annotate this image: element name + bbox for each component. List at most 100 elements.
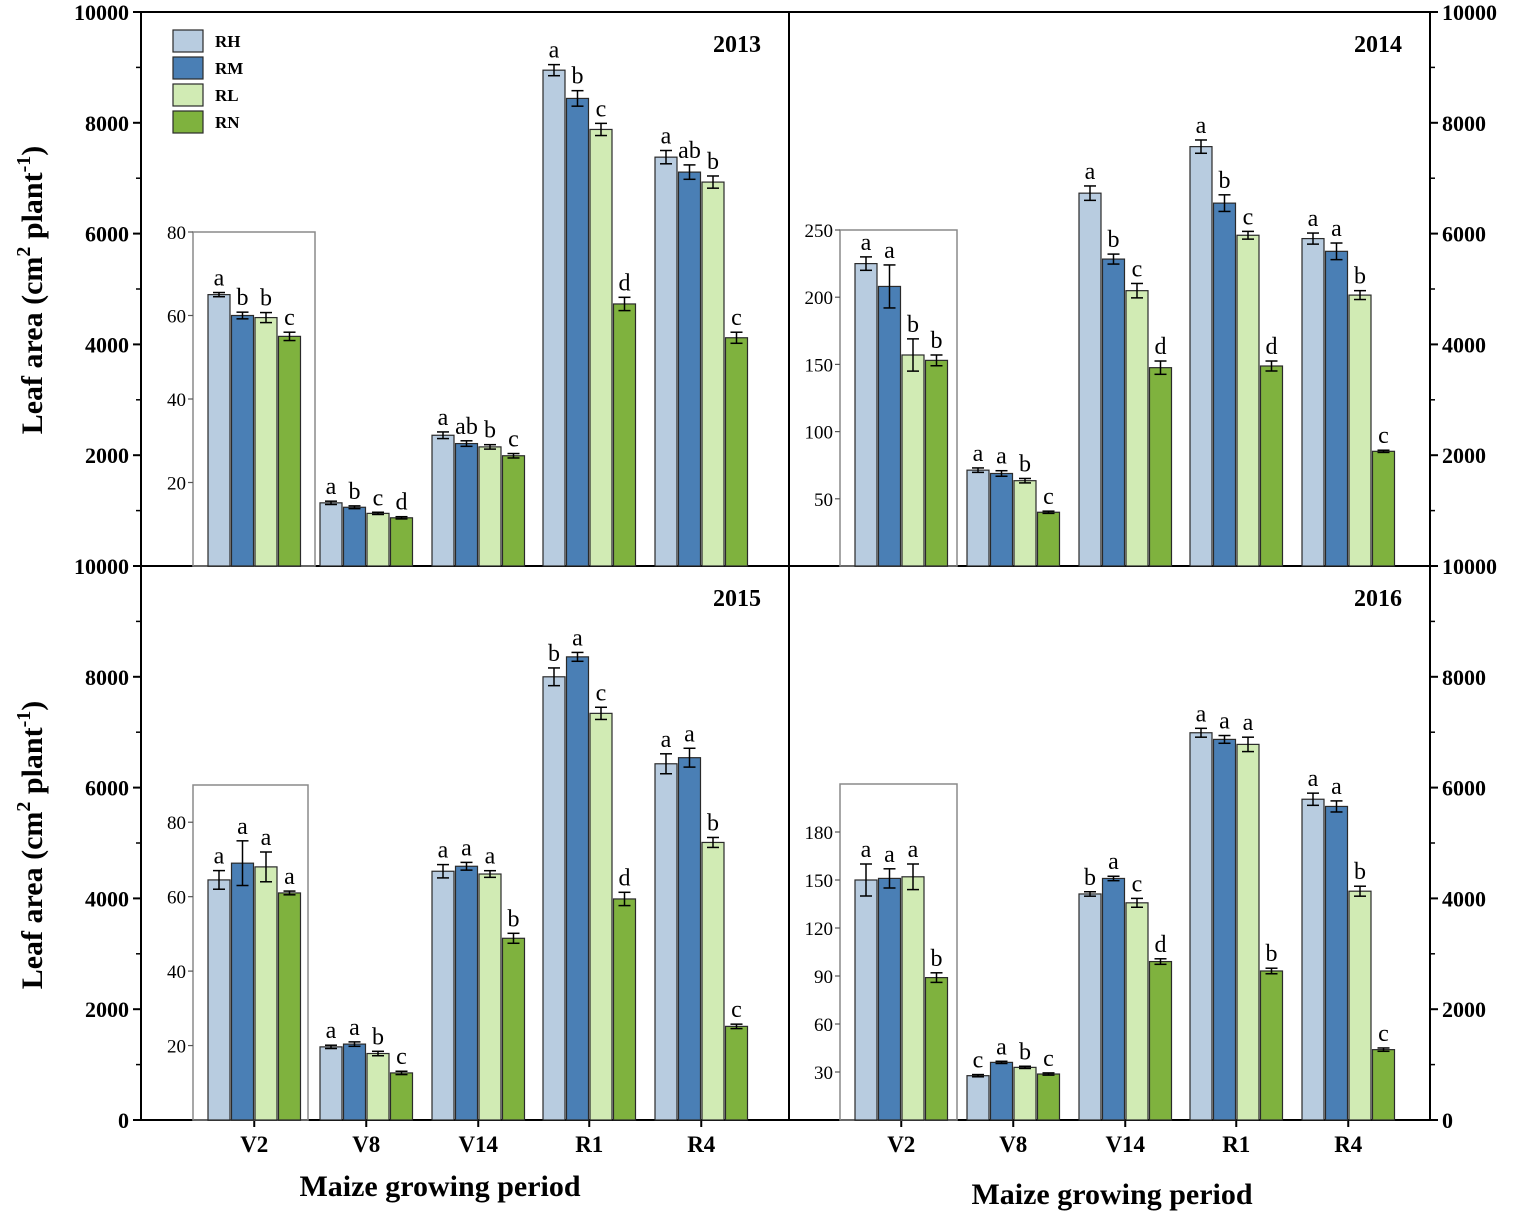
bar-RL-2013-R4	[701, 181, 725, 567]
significance-letter: c	[284, 305, 295, 331]
y-tick-label-left: 0	[118, 1108, 129, 1133]
bar-RM-2013-V2	[230, 314, 255, 567]
bar-RN-2013-V14	[501, 455, 526, 567]
significance-letter: a	[1196, 113, 1207, 139]
bar-RN-2014-R1	[1259, 365, 1284, 567]
significance-letter: b	[260, 286, 272, 312]
bar-RH-2013-R1	[542, 69, 566, 567]
bar-RL-2015-V2	[254, 866, 278, 1121]
significance-letter: b	[1354, 264, 1366, 290]
bar-RM-2015-V14	[454, 865, 479, 1121]
significance-letter: d	[619, 865, 631, 891]
y-tick-label-right: 10000	[1442, 554, 1497, 579]
significance-letter: c	[1132, 871, 1143, 897]
significance-letter: b	[1019, 451, 1031, 477]
significance-letter: c	[508, 427, 519, 453]
bar-RH-2013-V14	[431, 434, 455, 567]
significance-letter: ab	[455, 414, 478, 440]
legend-label-RH: RH	[215, 32, 241, 51]
bar-RN-2015-R1	[612, 898, 637, 1121]
significance-letter: b	[508, 906, 520, 932]
significance-letter: b	[572, 64, 584, 90]
significance-letter: c	[1243, 204, 1254, 230]
bar-RL-2014-V14	[1125, 290, 1149, 567]
panel-year-label: 2014	[1354, 32, 1402, 58]
y-tick-label-right: 10000	[1442, 0, 1497, 25]
significance-letter: a	[908, 837, 919, 863]
bar-RM-2016-R4	[1324, 805, 1349, 1121]
y-tick-label-left: 10000	[74, 554, 129, 579]
bar-RL-2016-R4	[1348, 890, 1372, 1121]
significance-letter: a	[214, 266, 225, 292]
bar-RN-2015-R4	[724, 1025, 749, 1121]
significance-letter: c	[1378, 1021, 1389, 1047]
y-tick-label-left: 10000	[74, 0, 129, 25]
y-axis-title-superscript: 2	[13, 802, 35, 812]
y-tick-label-left: 2000	[85, 443, 129, 468]
x-category-label-V14: V14	[1105, 1132, 1145, 1157]
significance-letter: a	[438, 838, 449, 864]
bar-RH-2014-R1	[1189, 146, 1213, 567]
significance-letter: c	[373, 485, 384, 511]
bar-RM-2015-R4	[677, 757, 702, 1121]
significance-letter: c	[1043, 484, 1054, 510]
y-axis-title-superscript: -1	[13, 711, 35, 728]
x-category-label-V14: V14	[458, 1132, 498, 1157]
x-axis-title-right: Maize growing period	[971, 1178, 1252, 1211]
significance-letter: b	[1019, 1039, 1031, 1065]
significance-letter: d	[1155, 932, 1167, 958]
y-tick-label-right: 2000	[1442, 997, 1486, 1022]
x-category-label-V8: V8	[352, 1132, 380, 1157]
y-axis-title-part: Leaf area (cm	[16, 812, 49, 990]
bar-RM-2013-R4	[677, 171, 702, 567]
inset-tick-label: 180	[805, 823, 834, 844]
bar-RL-2015-R1	[589, 712, 613, 1121]
significance-letter: a	[1308, 206, 1319, 232]
significance-letter: a	[1108, 849, 1119, 875]
significance-letter: b	[1219, 168, 1231, 194]
inset-tick-label: 40	[167, 962, 186, 983]
bar-RM-2015-V2	[230, 862, 255, 1121]
bar-RL-2016-V14	[1125, 902, 1149, 1121]
y-axis-title-superscript: -1	[13, 156, 35, 173]
significance-letter: a	[461, 835, 472, 861]
significance-letter: a	[572, 625, 583, 651]
bar-RM-2014-R1	[1212, 202, 1237, 567]
y-tick-label-right: 0	[1442, 1108, 1453, 1133]
significance-letter: b	[931, 946, 943, 972]
bar-RM-2016-V8	[989, 1061, 1014, 1121]
significance-letter: b	[907, 312, 919, 338]
y-axis-title-part: )	[16, 146, 49, 156]
bar-RH-2014-V2	[854, 263, 878, 567]
significance-letter: a	[1331, 774, 1342, 800]
significance-letter: d	[619, 270, 631, 296]
significance-letter: c	[973, 1048, 984, 1074]
inset-tick-label: 60	[814, 1015, 833, 1036]
y-tick-label-left: 6000	[85, 222, 129, 247]
bar-RH-2015-V2	[207, 879, 231, 1121]
bar-RN-2016-R1	[1259, 970, 1284, 1121]
bar-RN-2016-V14	[1148, 960, 1173, 1121]
legend-label-RL: RL	[215, 86, 239, 105]
bar-RL-2014-V2	[901, 354, 925, 567]
significance-letter: c	[596, 96, 607, 122]
bar-RN-2015-V8	[389, 1072, 414, 1121]
y-tick-label-left: 6000	[85, 776, 129, 801]
significance-letter: a	[349, 1015, 360, 1041]
x-category-label-R4: R4	[687, 1132, 716, 1157]
significance-letter: d	[396, 490, 408, 516]
bar-RL-2013-V8	[366, 512, 390, 567]
significance-letter: a	[237, 814, 248, 840]
y-tick-label-left: 4000	[85, 886, 129, 911]
bar-RM-2015-V8	[342, 1043, 367, 1121]
bar-RM-2015-R1	[565, 656, 590, 1121]
bar-RH-2016-V8	[966, 1075, 990, 1121]
bar-RM-2013-V14	[454, 442, 479, 567]
x-category-label-V8: V8	[999, 1132, 1027, 1157]
significance-letter: a	[1085, 159, 1096, 185]
significance-letter: a	[261, 825, 272, 851]
significance-letter: a	[996, 1034, 1007, 1060]
y-tick-label-left: 4000	[85, 332, 129, 357]
inset-tick-label: 60	[167, 888, 186, 909]
y-tick-label-right: 4000	[1442, 332, 1486, 357]
